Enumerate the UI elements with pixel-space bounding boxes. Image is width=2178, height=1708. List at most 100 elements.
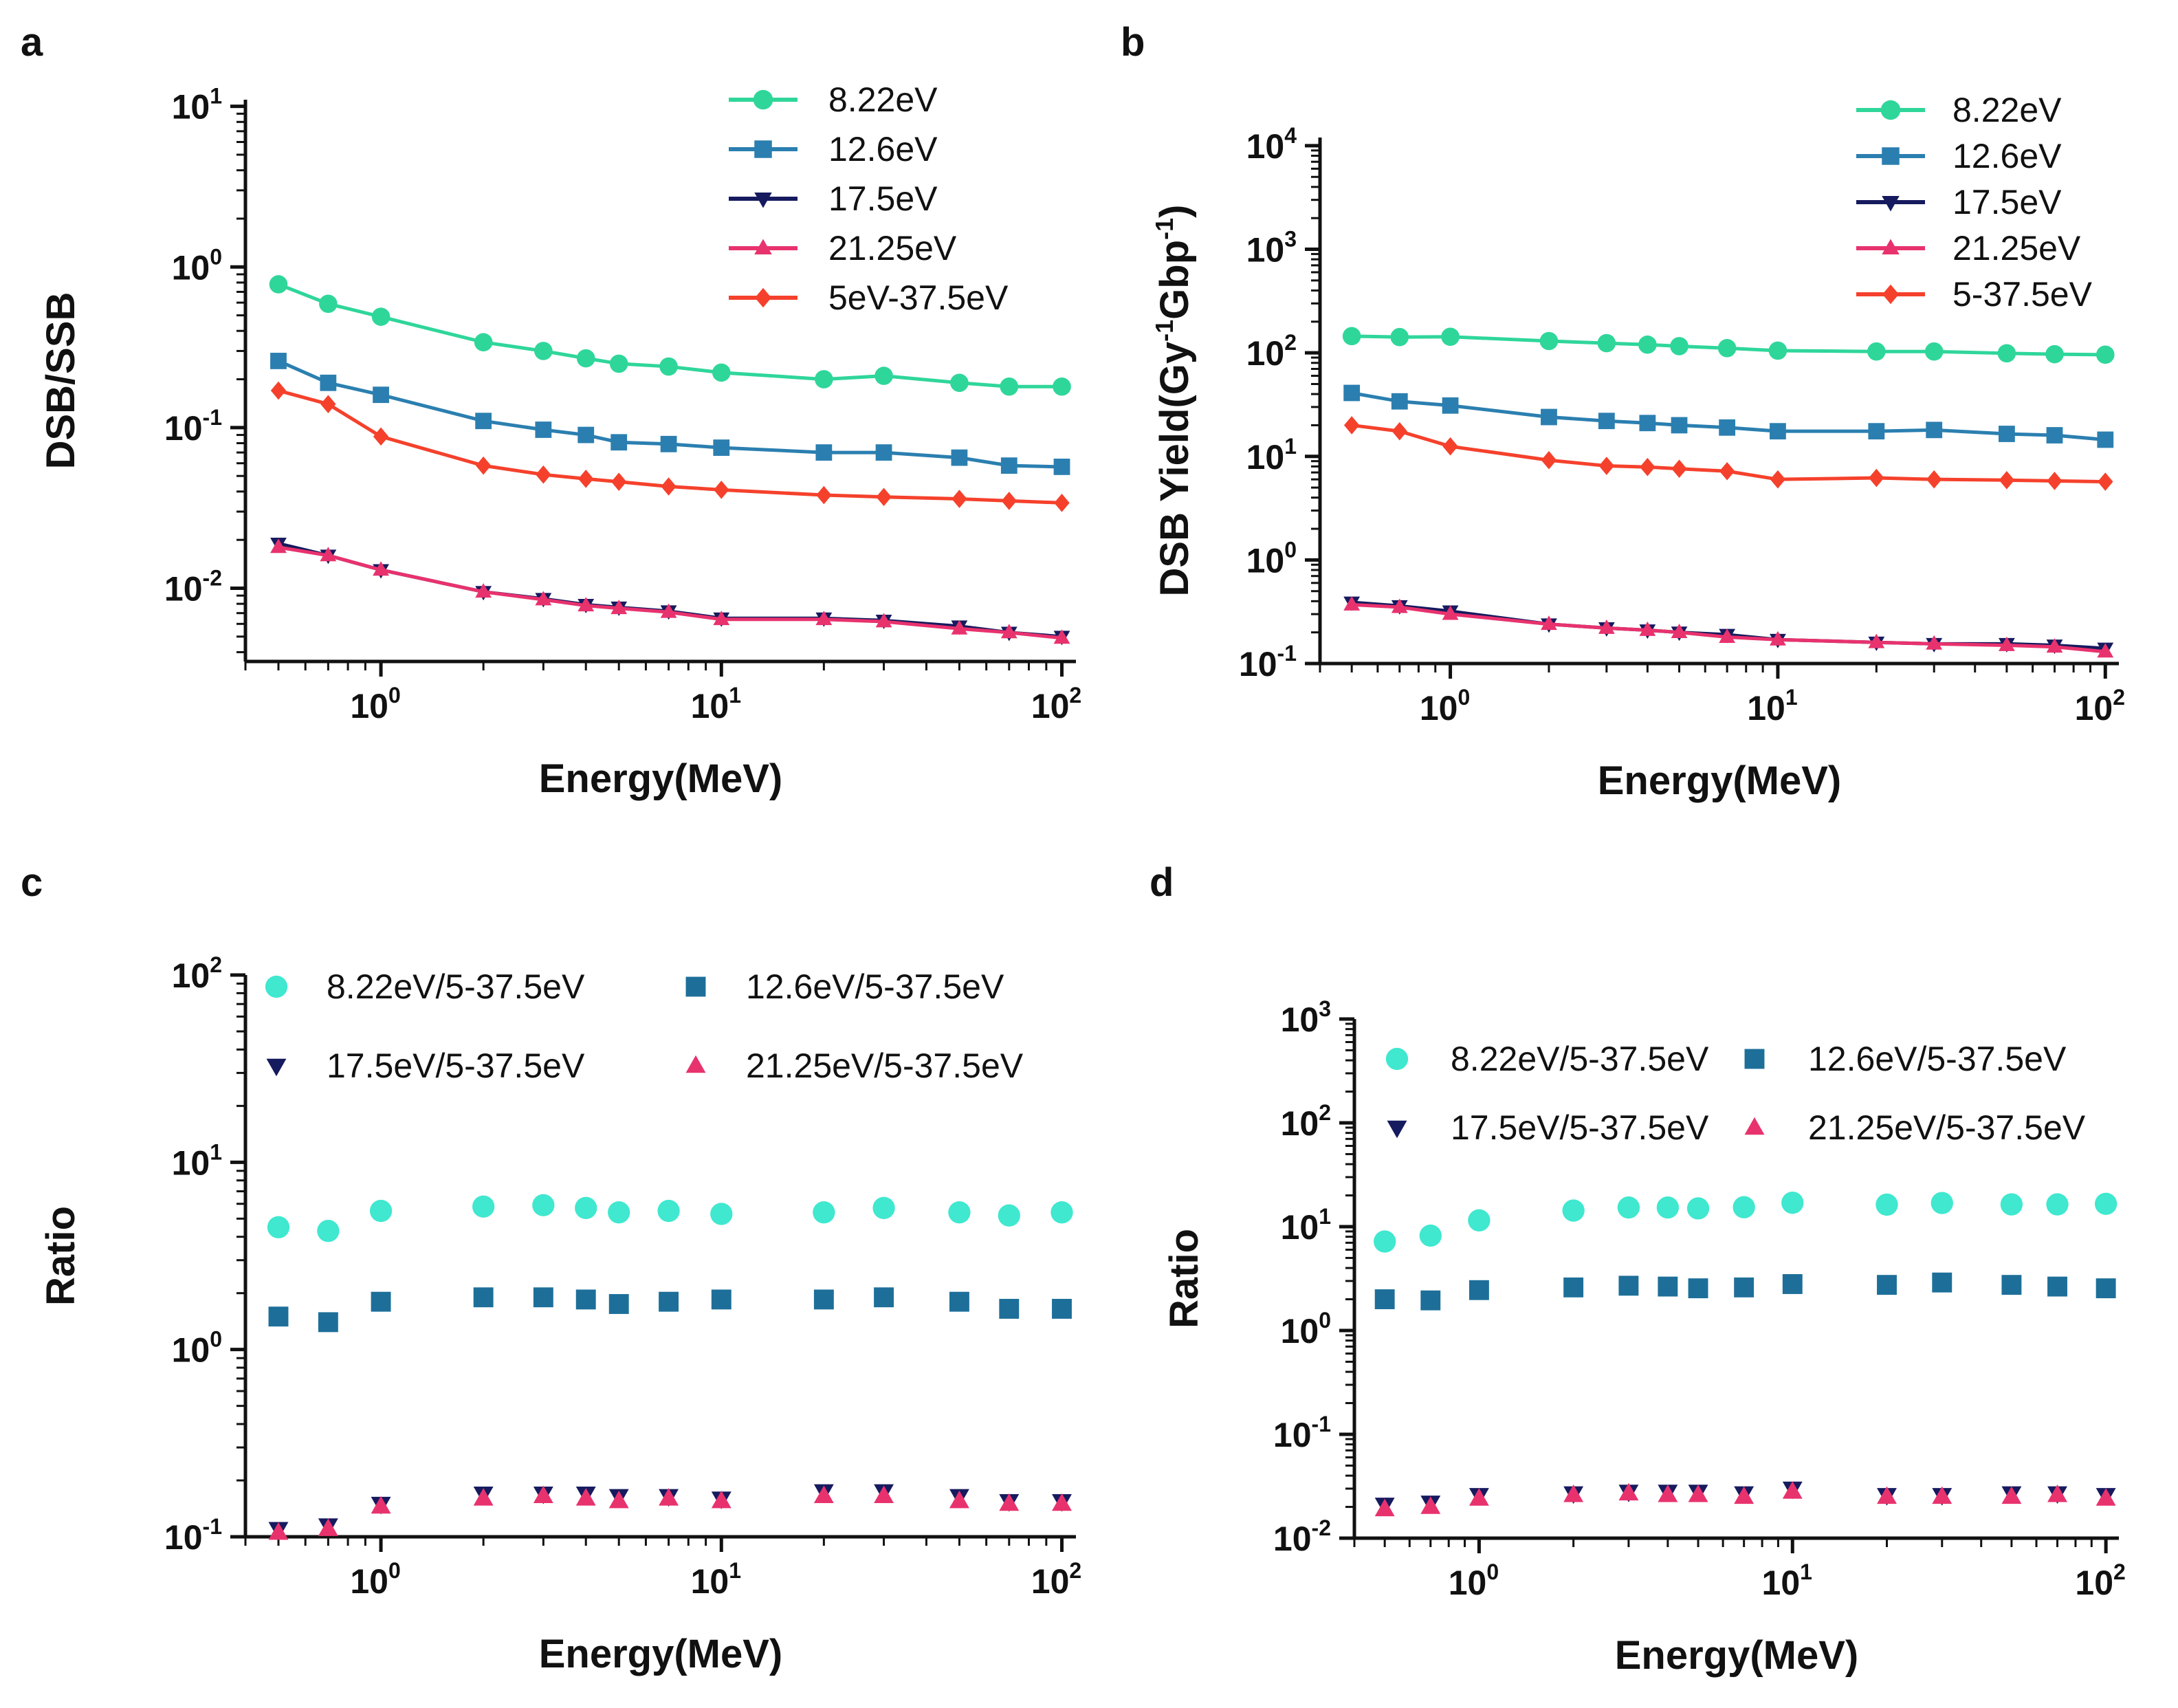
data-point [1671,624,1688,639]
data-point [608,1201,630,1224]
data-point [1639,621,1656,636]
x-tick-label: 102 [2075,685,2125,727]
y-tick-label: 102 [172,952,222,995]
data-point [1391,598,1408,613]
data-point [813,1201,835,1224]
legend-label: 12.6eV [828,130,938,168]
data-point [1998,426,2015,442]
data-point [949,1291,969,1312]
data-point [320,374,337,391]
data-point [532,1194,555,1216]
legend-marker [1385,1047,1409,1071]
data-point [1343,595,1361,611]
data-point [1468,1280,1489,1300]
data-point [317,1220,340,1242]
data-point [1770,470,1786,489]
series-line [1352,602,2106,654]
x-tick-label: 101 [1747,685,1797,727]
legend-item: 21.25eV [729,229,957,267]
legend-marker [1744,1117,1765,1135]
series-line [278,541,1062,639]
data-point [267,1216,290,1238]
data-point [875,444,892,461]
data-point [2047,472,2062,490]
y-tick-label: 101 [1281,1204,1331,1247]
data-point [1670,337,1688,355]
data-point [2096,1278,2116,1299]
series-21.25eV [1343,595,2114,658]
data-point [950,373,969,393]
data-point [714,481,729,499]
x-axis-title: Energy(MeV) [1598,758,1842,803]
panel-b: 100 101 102 10-1 100 101 102 103 104 Energy(MeV) D… [1150,91,2125,803]
data-point [1562,1199,1585,1222]
y-tick-label: 10-1 [164,405,222,448]
data-point [1734,1486,1754,1504]
data-point [1442,397,1459,414]
data-point [475,413,492,430]
data-point [1053,377,1071,396]
data-point [534,342,553,360]
data-point [2046,1193,2069,1216]
x-tick-label: 101 [1762,1559,1812,1602]
data-point [472,1195,495,1218]
data-point [1419,1224,1442,1247]
legend-item: 5-37.5eV [1856,275,2093,314]
data-point [1639,415,1656,432]
data-point [1392,421,1407,441]
panel-letter-b: b [1121,20,1145,65]
data-point [1054,494,1070,512]
y-axis-title: DSB/SSB [38,292,83,470]
data-point [1658,1276,1678,1297]
legend-marker [685,1055,706,1073]
series-line [278,283,1062,388]
data-point [659,1291,679,1312]
data-point [1998,636,2015,651]
data-point [949,1490,969,1509]
data-point [1343,416,1360,435]
data-point [1468,1209,1490,1231]
data-point [1638,335,1657,354]
data-point [874,1287,894,1308]
data-point [2001,1275,2022,1295]
data-point [1686,1197,1710,1220]
x-tick-label: 101 [691,1558,741,1601]
series-line [278,388,1062,505]
legend-item: 17.5eV [729,179,938,218]
data-point [1656,1196,1680,1219]
data-point [813,1289,834,1310]
data-point [1541,408,1557,426]
data-point [1617,1196,1640,1219]
data-point [2045,344,2064,364]
data-point [1770,631,1786,646]
data-point [1468,1488,1489,1506]
data-point [948,1201,971,1224]
data-point [1541,450,1557,470]
panel-letter-d: d [1150,860,1174,905]
data-point [711,1289,732,1310]
data-point [710,1203,733,1225]
data-point [815,370,833,388]
data-point [268,1522,289,1540]
legend-marker [754,239,772,254]
legend-item: 8.22eV [1856,91,2062,129]
legend-item: 12.6eV [1856,137,2062,175]
series-5-37.5eV [1343,416,2113,491]
data-point [1868,423,1885,440]
data-point [2046,427,2063,444]
data-point [1001,492,1017,510]
data-point [875,613,892,628]
data-point [1671,459,1687,479]
y-tick-label: 103 [1246,227,1297,270]
data-point [2047,1276,2067,1297]
data-point [2094,1192,2118,1215]
data-point [1781,1192,1804,1214]
data-point [1598,457,1615,475]
y-axis-title: Ratio [38,1206,83,1306]
data-point [2000,1193,2023,1216]
data-point [1052,1493,1072,1511]
data-point [373,386,389,404]
data-point [713,439,730,456]
data-point [999,1298,1020,1319]
